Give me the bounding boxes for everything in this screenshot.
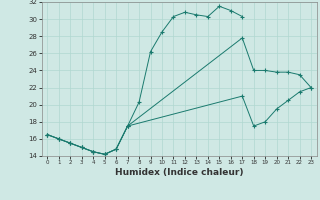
X-axis label: Humidex (Indice chaleur): Humidex (Indice chaleur)	[115, 168, 244, 177]
